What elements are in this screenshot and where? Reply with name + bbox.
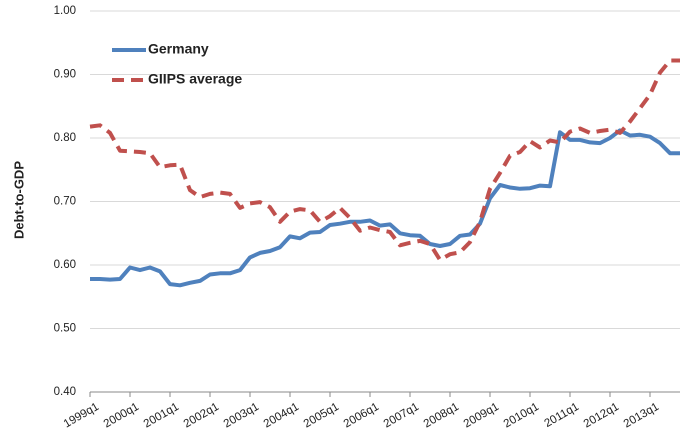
series-line	[89, 58, 680, 262]
x-tick-label: 2006q1	[342, 401, 381, 431]
x-tick-label: 2010q1	[502, 401, 541, 431]
series-line	[90, 128, 680, 288]
legend-label: Germany	[148, 41, 209, 57]
x-tick-label: 2008q1	[422, 401, 461, 431]
x-tick-label: 2002q1	[182, 401, 221, 431]
x-tick-label: 2007q1	[382, 401, 421, 431]
y-axis-label: Debt-to-GDP	[11, 161, 26, 239]
y-tick-label: 0.60	[54, 259, 76, 271]
y-tick-label: 0.40	[54, 386, 76, 398]
y-tick-label: 0.50	[54, 323, 76, 335]
y-tick-label: 0.90	[54, 69, 76, 81]
legend-label: GIIPS average	[148, 71, 242, 87]
x-tick-label: 2012q1	[582, 401, 621, 431]
x-tick-label: 2003q1	[222, 401, 261, 431]
x-tick-label: 2005q1	[302, 401, 341, 431]
y-tick-label: 0.70	[54, 196, 76, 208]
x-tick-label: 2004q1	[262, 401, 301, 431]
x-tick-label: 2009q1	[462, 401, 501, 431]
y-tick-label: 1.00	[54, 5, 76, 17]
x-tick-label: 2011q1	[543, 401, 582, 430]
x-tick-label: 2001q1	[142, 401, 181, 431]
x-tick-label: 2013q1	[622, 401, 661, 431]
y-tick-label: 0.80	[54, 132, 76, 144]
x-tick-label: 1999q1	[62, 401, 101, 431]
x-tick-label: 2000q1	[102, 401, 141, 431]
